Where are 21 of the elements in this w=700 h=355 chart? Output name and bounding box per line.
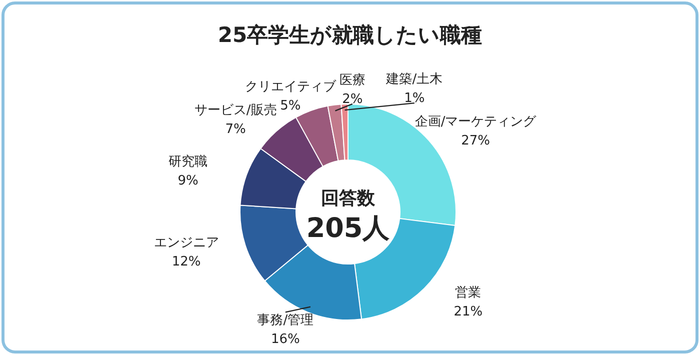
data-label: 21%: [454, 304, 483, 320]
chart-title: 25卒学生が就職したい職種: [218, 23, 482, 47]
text: 205人: [306, 213, 391, 244]
slice-label: サービス/販売: [194, 103, 277, 118]
slice-label: 建築/土木: [385, 72, 443, 88]
text: 回答数: [321, 188, 376, 209]
slice-label: 研究職: [168, 154, 208, 170]
data-label: 2%: [342, 92, 363, 107]
data-label: 9%: [178, 174, 198, 189]
data-label: 7%: [225, 122, 246, 138]
slice-label: 医療: [339, 72, 366, 88]
slice-label: 企画/マーケティング: [414, 114, 538, 130]
data-label: 5%: [280, 98, 301, 114]
data-label: 12%: [172, 254, 201, 270]
slice-label: 営業: [455, 285, 482, 300]
data-label: 16%: [270, 332, 300, 348]
data-label: 27%: [461, 133, 490, 148]
data-label: 1%: [404, 91, 425, 106]
slice-label: 事務/管理: [257, 313, 314, 328]
slice-label: エンジニア: [154, 236, 219, 251]
slice-label: クリエイティブ: [244, 79, 337, 94]
